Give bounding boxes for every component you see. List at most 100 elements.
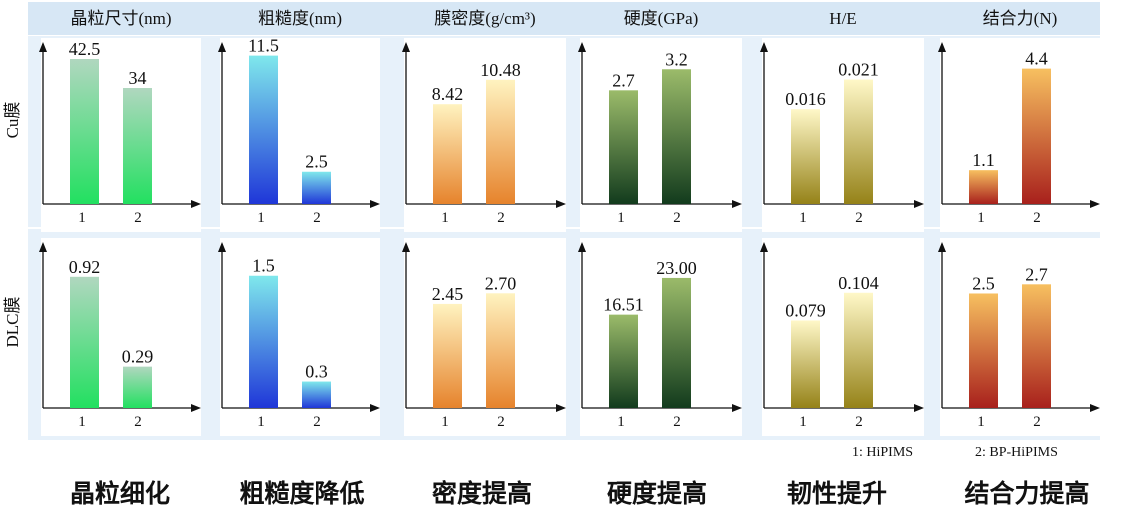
y-axis-arrow [578, 42, 586, 52]
panel-5: 0.016 1 0.021 2 [760, 38, 924, 232]
tick-label: 2 [134, 414, 142, 430]
plot-area [580, 38, 742, 232]
y-axis-arrow [760, 242, 768, 252]
conclusion-label-5: 韧性提升 [786, 479, 887, 508]
bar-1 [433, 104, 462, 204]
data-label: 3.2 [665, 49, 688, 69]
y-axis-arrow [218, 42, 226, 52]
panel-9: 2.45 1 2.70 2 [402, 238, 566, 436]
data-label: 2.45 [432, 284, 464, 304]
y-axis-arrow [938, 42, 946, 52]
plot-area [580, 238, 742, 436]
bar-1 [791, 109, 820, 204]
conclusion-label-2: 粗糙度降低 [239, 479, 365, 508]
conclusion-label-4: 硬度提高 [606, 479, 707, 508]
panel-title: 结合力(N) [983, 9, 1058, 28]
plot-area [404, 38, 566, 232]
panel-6: 1.1 1 4.4 2 [938, 38, 1100, 232]
bar-2 [123, 366, 152, 408]
bar-1 [249, 55, 278, 205]
data-label: 0.29 [122, 347, 154, 367]
panel-title: 膜密度(g/cm³) [434, 9, 535, 28]
tick-label: 2 [673, 414, 681, 430]
row-label-cu: Cu膜 [3, 102, 22, 139]
row-label-dlc: DLC膜 [3, 297, 22, 348]
tick-label: 1 [257, 210, 265, 226]
x-axis-arrow [914, 404, 924, 412]
panel-8: 1.5 1 0.3 2 [218, 238, 380, 436]
plot-area [41, 238, 201, 436]
x-axis-arrow [1090, 200, 1100, 208]
data-label: 1.5 [252, 256, 275, 276]
data-label: 11.5 [248, 36, 279, 56]
panel-title: 晶粒尺寸(nm) [70, 9, 171, 28]
data-label: 0.3 [305, 362, 328, 382]
bar-1 [791, 320, 820, 408]
tick-label: 2 [497, 414, 505, 430]
data-label: 2.7 [1025, 264, 1048, 284]
data-label: 1.1 [972, 150, 995, 170]
plot-area [404, 238, 566, 436]
x-axis-arrow [191, 404, 201, 412]
x-axis-arrow [191, 200, 201, 208]
data-label: 0.079 [785, 300, 826, 320]
bar-2 [844, 79, 873, 204]
data-label: 34 [129, 68, 147, 88]
bar-2 [302, 381, 331, 408]
plot-area [762, 38, 924, 232]
panel-title: 粗糙度(nm) [258, 9, 342, 28]
header-band [28, 2, 1100, 35]
bar-1 [433, 303, 462, 408]
bar-2 [302, 171, 331, 204]
bar-1 [969, 170, 998, 204]
tick-label: 1 [441, 414, 449, 430]
tick-label: 2 [855, 414, 863, 430]
bar-1 [969, 293, 998, 408]
tick-label: 1 [257, 414, 265, 430]
y-axis-arrow [402, 242, 410, 252]
bar-1 [609, 314, 638, 408]
x-axis-arrow [556, 404, 566, 412]
panel-1: 42.5 1 34 2 [39, 38, 201, 232]
data-label: 0.016 [785, 89, 826, 109]
plot-area [41, 38, 201, 232]
plot-area [220, 38, 380, 232]
tick-label: 2 [497, 210, 505, 226]
bar-1 [70, 59, 99, 204]
tick-label: 1 [78, 414, 86, 430]
tick-label: 1 [617, 210, 625, 226]
data-label: 0.104 [838, 273, 879, 293]
tick-label: 1 [977, 414, 985, 430]
bar-2 [662, 277, 691, 408]
x-axis-arrow [556, 200, 566, 208]
tick-label: 1 [799, 414, 807, 430]
panel-title: 硬度(GPa) [624, 9, 699, 28]
tick-label: 2 [673, 210, 681, 226]
data-label: 4.4 [1025, 49, 1048, 69]
y-axis-arrow [578, 242, 586, 252]
x-axis-arrow [732, 200, 742, 208]
x-axis-arrow [370, 404, 380, 412]
panel-11: 0.079 1 0.104 2 [760, 238, 924, 436]
data-label: 2.70 [485, 273, 517, 293]
data-label: 0.021 [838, 60, 879, 80]
data-label: 2.7 [612, 70, 635, 90]
data-label: 0.92 [69, 257, 101, 277]
legend-item-hipims: 1: HiPIMS [852, 445, 914, 460]
data-label: 8.42 [432, 84, 464, 104]
bar-2 [123, 88, 152, 204]
y-axis-arrow [39, 42, 47, 52]
conclusion-label-3: 密度提高 [431, 479, 532, 508]
data-label: 42.5 [69, 39, 101, 59]
tick-label: 1 [799, 210, 807, 226]
x-axis-arrow [914, 200, 924, 208]
tick-label: 1 [977, 210, 985, 226]
data-label: 10.48 [480, 60, 521, 80]
tick-label: 2 [313, 414, 321, 430]
panel-3: 8.42 1 10.48 2 [402, 38, 566, 232]
panel-4: 2.7 1 3.2 2 [578, 38, 742, 232]
tick-label: 1 [441, 210, 449, 226]
data-label: 2.5 [305, 152, 328, 172]
bar-1 [609, 90, 638, 204]
